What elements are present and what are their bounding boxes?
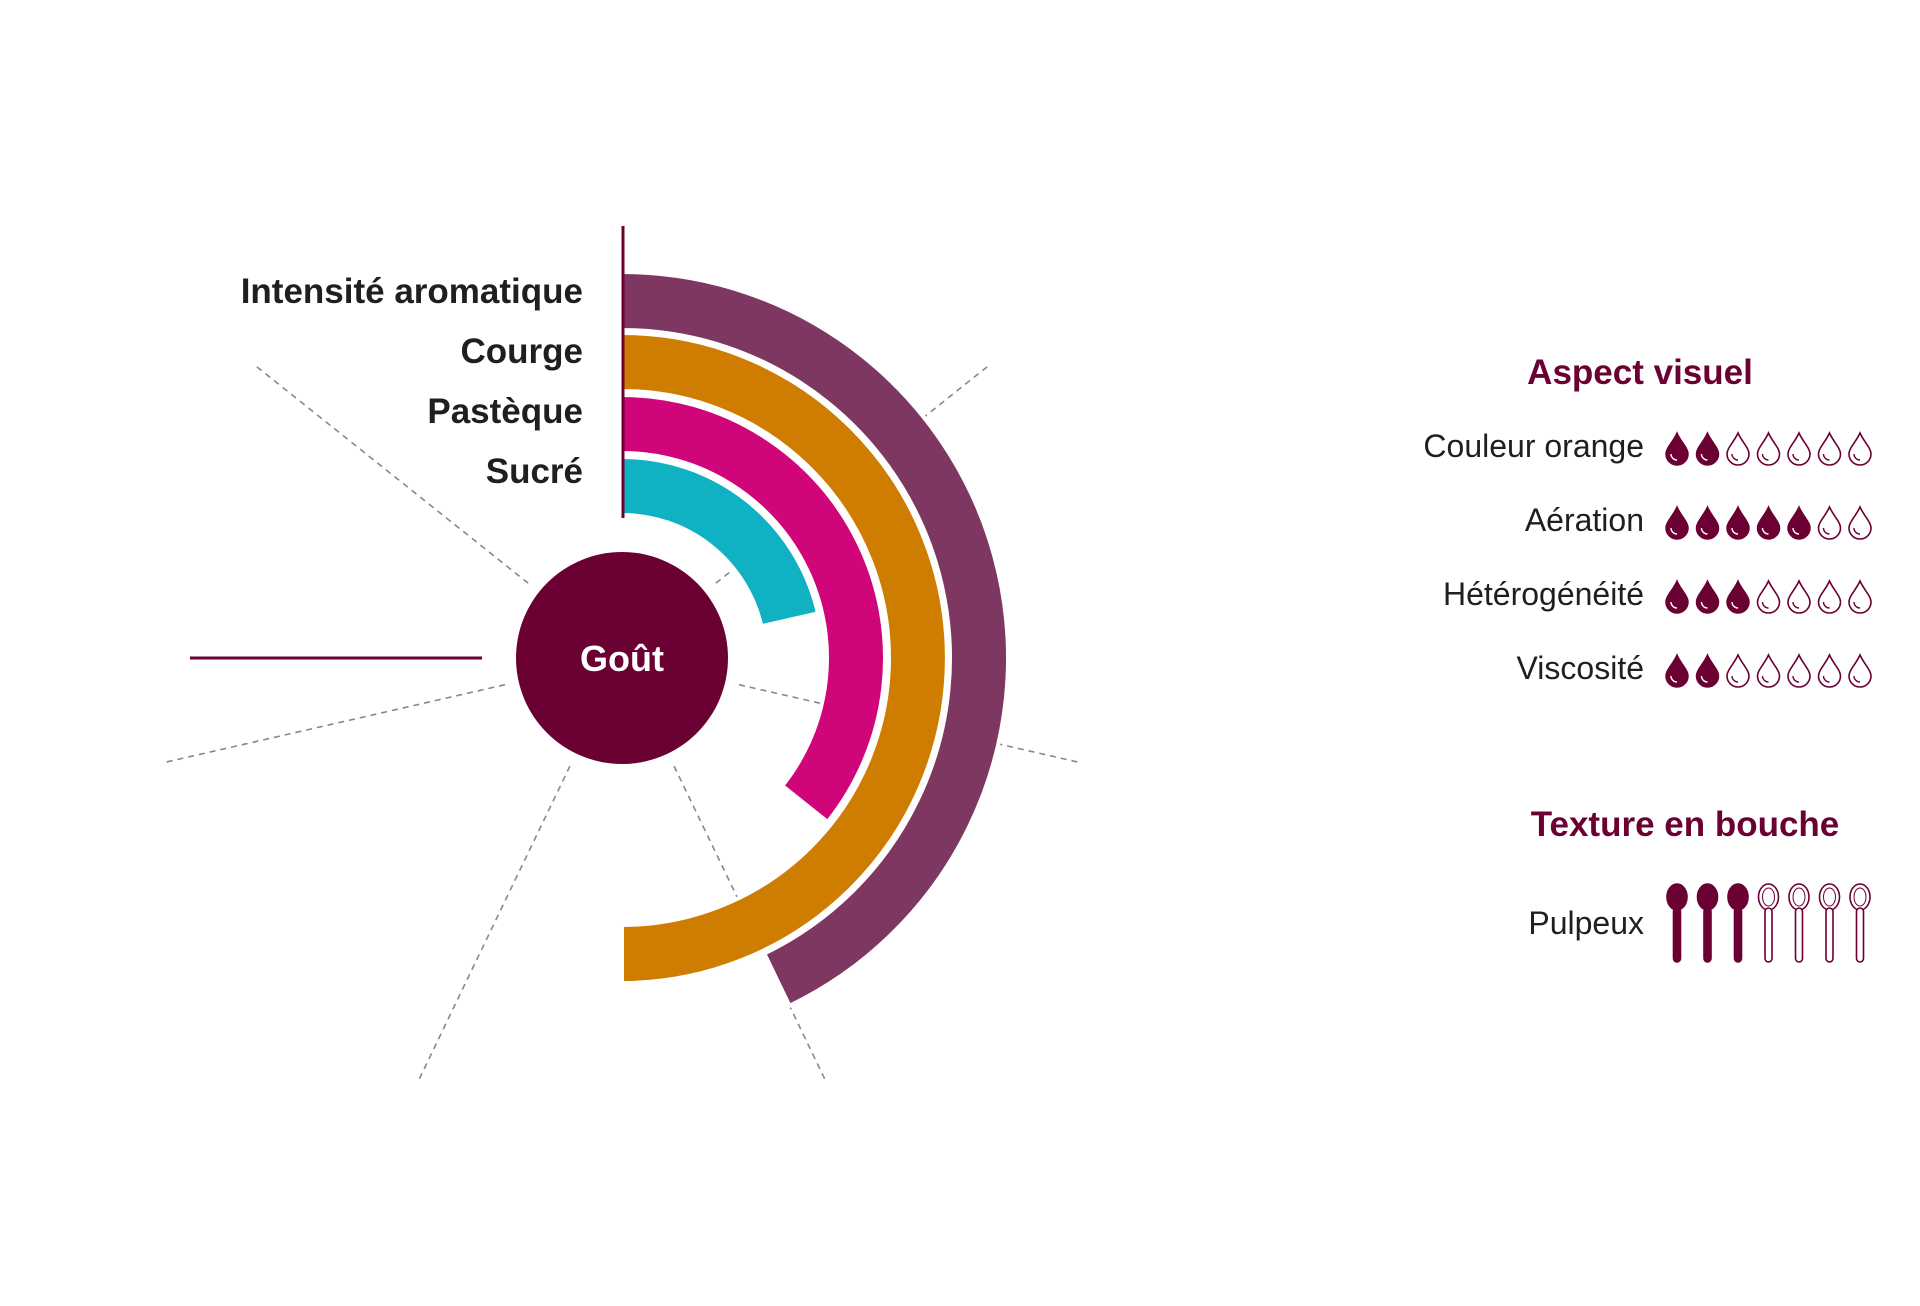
ring-labels: Intensité aromatique Courge Pastèque Sucré <box>241 272 583 491</box>
drop-highlight <box>1853 675 1861 683</box>
scale-guide-line <box>163 683 506 764</box>
aspect-visuel-rows: Couleur orange Aération Hétérogénéité Visco… <box>1423 428 1872 688</box>
aspect-row-label: Couleur orange <box>1423 428 1644 464</box>
spoon-icon-filled <box>1727 883 1749 963</box>
series-label: Intensité aromatique <box>241 272 583 311</box>
spoon-icon-empty <box>1757 883 1780 963</box>
aspect-row-label: Aération <box>1525 502 1644 538</box>
drop-highlight <box>1700 453 1708 461</box>
aspect-row: Couleur orange <box>1423 428 1872 466</box>
texture-rows: Pulpeux <box>1528 883 1871 963</box>
drop-highlight <box>1700 675 1708 683</box>
series-label: Sucré <box>486 452 583 491</box>
scale-guide-line <box>673 765 827 1082</box>
scale-guide-line <box>417 765 571 1082</box>
drop-highlight <box>1761 527 1769 535</box>
drop-highlight <box>1792 601 1800 609</box>
aspect-row-label: Hétérogénéité <box>1443 576 1644 612</box>
center-circle <box>516 552 728 764</box>
chart-guide-lines <box>163 364 1081 1082</box>
drop-highlight <box>1670 675 1678 683</box>
texture-row: Pulpeux <box>1528 883 1871 963</box>
drop-highlight <box>1761 675 1769 683</box>
spoon-icon-filled <box>1696 883 1719 963</box>
bar-sucr- <box>620 454 821 629</box>
spoon-icon-empty <box>1849 883 1871 963</box>
drop-highlight <box>1670 527 1678 535</box>
drop-highlight <box>1822 527 1830 535</box>
drop-highlight <box>1853 453 1861 461</box>
center-label: Goût <box>580 638 664 679</box>
scale-guide-line <box>254 364 529 584</box>
bar-intensit-aromatique <box>620 269 1010 1009</box>
drop-highlight <box>1822 675 1830 683</box>
drop-highlight <box>1761 601 1769 609</box>
drop-highlight <box>1700 527 1708 535</box>
aspect-row: Viscosité <box>1517 650 1872 688</box>
drop-highlight <box>1700 601 1708 609</box>
aspect-row: Hétérogénéité <box>1443 576 1872 614</box>
drop-highlight <box>1853 601 1861 609</box>
drop-highlight <box>1792 453 1800 461</box>
aspect-row: Aération <box>1525 502 1872 540</box>
spoon-icon-empty <box>1818 883 1841 963</box>
drop-highlight <box>1731 675 1739 683</box>
drop-highlight <box>1731 601 1739 609</box>
drop-highlight <box>1853 527 1861 535</box>
drop-highlight <box>1670 601 1678 609</box>
spoon-icon-empty <box>1788 883 1810 963</box>
spoon-icon-filled <box>1666 883 1688 963</box>
aspect-row-label: Viscosité <box>1517 650 1644 686</box>
series-label: Courge <box>461 332 584 371</box>
texture-row-label: Pulpeux <box>1528 905 1644 941</box>
series-label: Pastèque <box>427 392 583 431</box>
scale-guide-line <box>738 683 1081 764</box>
drop-highlight <box>1670 453 1678 461</box>
drop-highlight <box>1792 527 1800 535</box>
drop-highlight <box>1822 453 1830 461</box>
radial-bars <box>620 269 1010 1009</box>
drop-highlight <box>1761 453 1769 461</box>
drop-highlight <box>1731 453 1739 461</box>
drop-highlight <box>1822 601 1830 609</box>
drop-highlight <box>1792 675 1800 683</box>
bar-courge <box>620 330 949 986</box>
texture-title: Texture en bouche <box>1531 805 1840 844</box>
aspect-visuel-title: Aspect visuel <box>1527 353 1753 392</box>
drop-highlight <box>1731 527 1739 535</box>
bar-past-que <box>620 392 887 825</box>
